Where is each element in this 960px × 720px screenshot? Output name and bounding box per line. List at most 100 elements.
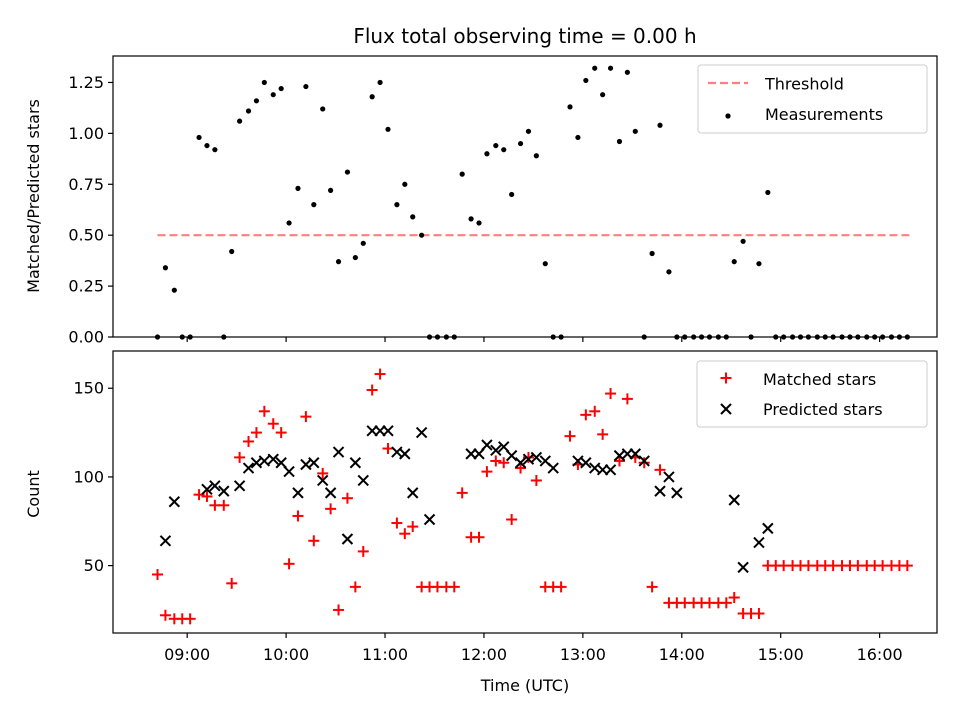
matched-star-point xyxy=(498,457,510,469)
bottom-y-tick-label: 50 xyxy=(84,556,104,575)
matched-star-point xyxy=(638,457,650,469)
bottom-y-axis-label: Count xyxy=(24,470,43,518)
predicted-star-point-b xyxy=(629,448,642,460)
top-chart-title: Flux total observing time = 0.00 h xyxy=(353,24,696,48)
bottom-legend: Matched stars Predicted stars xyxy=(696,360,928,428)
measurement-point xyxy=(666,269,672,275)
matched-star-point xyxy=(646,581,658,593)
legend-matched-label: Matched stars xyxy=(763,370,876,389)
matched-star-point xyxy=(300,411,312,423)
predicted-star-point-b xyxy=(300,458,312,471)
measurement-point xyxy=(196,134,202,141)
matched-star-point xyxy=(605,388,617,400)
measurement-point xyxy=(328,187,334,193)
predicted-star-point xyxy=(399,448,411,460)
matched-star-point xyxy=(374,368,386,380)
matched-star-point xyxy=(530,474,542,486)
bottom-plot-frame xyxy=(112,350,938,634)
matched-star-point xyxy=(728,592,740,604)
predicted-star-point-b xyxy=(663,471,675,483)
predicted-star-point-b xyxy=(292,487,304,499)
bottom-x-tick-label: 13:00 xyxy=(560,645,606,664)
predicted-star-point-b xyxy=(201,483,213,496)
predicted-star-point xyxy=(407,487,419,499)
predicted-star-point-b xyxy=(762,522,774,535)
measurement-point xyxy=(476,220,482,226)
top-y-tick-label: 0.50 xyxy=(68,226,104,245)
matched-star-point xyxy=(218,499,230,511)
matched-star-point xyxy=(613,455,625,467)
predicted-star-point-b xyxy=(522,453,535,465)
bottom-legend-box xyxy=(696,360,928,428)
predicted-star-point xyxy=(218,485,230,497)
measurement-point xyxy=(624,69,630,75)
predicted-star-point xyxy=(638,455,650,467)
matched-star-point xyxy=(448,581,460,593)
matched-star-point xyxy=(275,427,287,439)
predicted-star-point xyxy=(168,496,181,508)
top-chart-plot: 0.00 0.25 0.50 0.75 1.00 1.25 Threshold Measure… xyxy=(68,55,938,347)
matched-star-point xyxy=(201,490,213,502)
predicted-star-point-b xyxy=(283,465,295,478)
measurement-point xyxy=(419,232,425,238)
measurement-point xyxy=(632,128,638,134)
predicted-star-point xyxy=(283,465,295,478)
matched-star-point xyxy=(258,405,270,417)
predicted-star-point-b xyxy=(267,453,279,465)
matched-star-point xyxy=(555,581,567,593)
top-y-tick-label: 0.25 xyxy=(68,277,104,296)
measurement-point xyxy=(270,92,276,98)
matched-star-point xyxy=(333,604,345,616)
measurement-point xyxy=(311,202,317,208)
measurement-point xyxy=(468,216,474,222)
predicted-star-point-b xyxy=(250,457,263,469)
predicted-star-point xyxy=(629,448,642,460)
predicted-star-point xyxy=(275,457,287,469)
measurement-point xyxy=(237,118,243,124)
legend-predicted-swatch-b xyxy=(720,403,732,415)
predicted-star-point xyxy=(159,535,172,547)
predicted-star-point-b xyxy=(415,426,428,439)
matched-star-point xyxy=(366,384,378,396)
predicted-star-point-b xyxy=(613,449,626,462)
predicted-star-point xyxy=(308,457,320,469)
predicted-star-point xyxy=(473,448,485,460)
predicted-star-point-b xyxy=(671,487,683,499)
predicted-star-point xyxy=(505,449,518,462)
measurement-point xyxy=(245,108,252,114)
bottom-x-tick-label: 12:00 xyxy=(461,645,507,664)
measurement-point xyxy=(459,171,465,177)
measurement-point xyxy=(649,250,655,257)
predicted-star-point xyxy=(654,485,666,497)
predicted-star-point-b xyxy=(604,464,617,476)
measurement-point xyxy=(385,126,391,132)
matched-star-point xyxy=(341,492,353,504)
measurement-point xyxy=(212,147,218,153)
predicted-star-point-b xyxy=(275,457,287,469)
matched-star-point xyxy=(580,409,592,421)
predicted-star-point-b xyxy=(209,480,221,492)
predicted-star-point xyxy=(209,480,221,492)
predicted-star-point-b xyxy=(530,451,543,464)
predicted-star-point xyxy=(341,533,354,545)
matched-star-point xyxy=(292,510,304,522)
top-legend-box xyxy=(697,64,928,134)
top-y-tick-label: 1.25 xyxy=(68,73,104,92)
predicted-star-point-b xyxy=(547,462,559,474)
measurement-point xyxy=(204,142,210,149)
matched-star-point xyxy=(159,609,171,621)
matched-star-point xyxy=(226,577,238,589)
predicted-star-point-b xyxy=(168,496,181,508)
predicted-star-point-b xyxy=(423,513,436,526)
measurement-point xyxy=(567,104,573,110)
top-plot-frame xyxy=(112,55,938,338)
predicted-star-point-b xyxy=(498,441,510,453)
predicted-star-point xyxy=(737,561,749,574)
matched-star-point xyxy=(654,464,666,476)
predicted-star-point xyxy=(317,474,329,487)
matched-star-point xyxy=(515,462,527,474)
measurement-point xyxy=(352,254,358,261)
matched-star-point xyxy=(243,435,255,447)
predicted-star-point xyxy=(324,487,337,499)
measurement-point xyxy=(501,147,507,153)
